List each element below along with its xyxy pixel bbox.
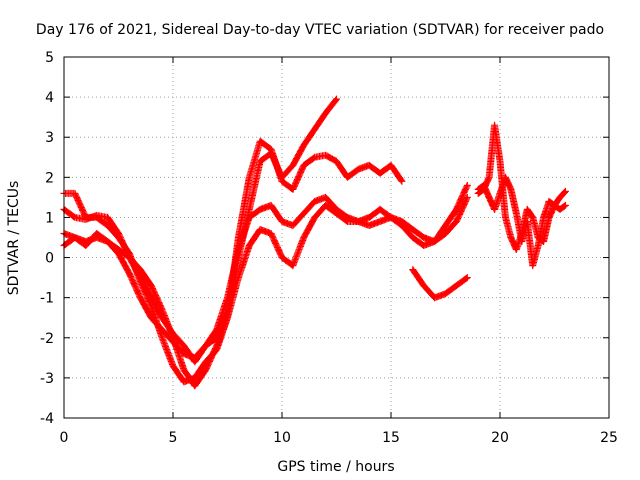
y-axis-tick-labels: -4 -3 -2 -1 0 1 2 3 4 5	[40, 50, 54, 427]
y-tick-label: 3	[45, 130, 54, 146]
data-layer	[60, 95, 569, 390]
y-tick-label: 0	[45, 251, 54, 267]
series-trace-3	[60, 193, 471, 362]
series-markers	[60, 193, 471, 362]
series-markers	[409, 266, 471, 302]
x-tick-label: 10	[273, 430, 291, 446]
axis-ticks	[63, 56, 610, 419]
y-tick-label: -4	[40, 411, 54, 427]
x-tick-label: 20	[491, 430, 509, 446]
x-axis-label: GPS time / hours	[277, 459, 394, 475]
series-markers	[474, 173, 569, 270]
y-tick-label: 4	[45, 90, 54, 106]
y-tick-label: 2	[45, 170, 54, 186]
series-trace-7	[474, 173, 569, 270]
series-markers	[60, 181, 471, 390]
series-markers	[60, 95, 340, 366]
y-tick-label: -1	[40, 291, 54, 307]
series-trace-1	[60, 95, 340, 366]
y-tick-label: 1	[45, 210, 54, 226]
plot-frame	[63, 56, 610, 419]
x-tick-label: 5	[169, 430, 178, 446]
y-tick-label: 5	[45, 50, 54, 66]
y-axis-label: SDTVAR / TECUs	[6, 181, 22, 296]
x-tick-label: 25	[600, 430, 618, 446]
y-tick-label: -2	[40, 331, 54, 347]
x-tick-label: 15	[382, 430, 400, 446]
y-tick-label: -3	[40, 371, 54, 387]
x-axis-tick-labels: 0 5 10 15 20 25	[60, 430, 618, 446]
series-trace-5	[409, 266, 471, 302]
chart-title: Day 176 of 2021, Sidereal Day-to-day VTE…	[36, 22, 604, 38]
x-tick-label: 0	[60, 430, 69, 446]
series-trace-4	[60, 181, 471, 390]
